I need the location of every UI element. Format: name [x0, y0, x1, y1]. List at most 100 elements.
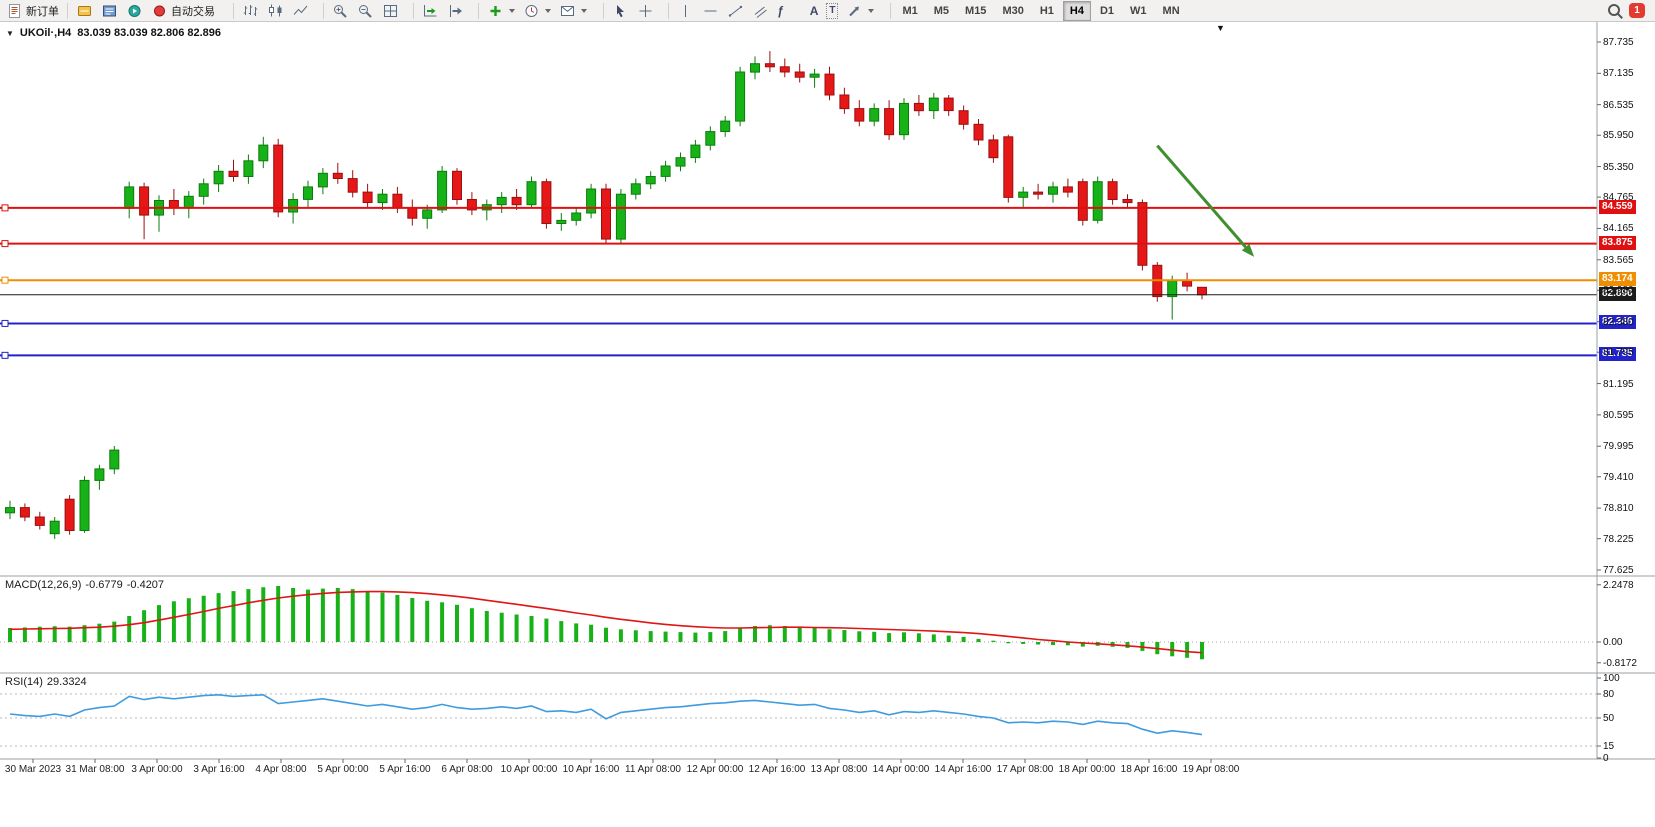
time-axis-label: 13 Apr 08:00: [810, 764, 868, 775]
toolbar-right-group: 1: [1607, 3, 1653, 18]
timeframe-button-m15[interactable]: M15: [958, 1, 993, 21]
time-axis-label: 3 Apr 16:00: [193, 764, 245, 775]
time-axis-label: 19 Apr 08:00: [1182, 764, 1240, 775]
time-axis-label: 6 Apr 08:00: [441, 764, 493, 775]
timeframe-button-mn[interactable]: MN: [1156, 1, 1187, 21]
line-chart-icon: [293, 5, 308, 15]
ohlc-values: 83.039 83.039 82.806 82.896: [77, 27, 222, 39]
timeframe-button-h4[interactable]: H4: [1062, 0, 1091, 21]
metaeditor-button[interactable]: [72, 1, 97, 21]
crosshair-icon: [639, 4, 652, 17]
price-tag-81.735: 81.735: [1599, 347, 1636, 362]
time-axis-label: 14 Apr 00:00: [872, 764, 930, 775]
line-handle[interactable]: [1, 319, 9, 327]
timeframe-button-m1[interactable]: M1: [895, 1, 924, 21]
timeframe-button-h1[interactable]: H1: [1033, 1, 1061, 21]
strategy-tester-button[interactable]: [122, 1, 147, 21]
trendline-button[interactable]: [723, 1, 748, 21]
chart-shift-icon: [450, 4, 462, 17]
rsi-axis-label: 15: [1603, 741, 1615, 752]
toolbar-separator: [323, 2, 324, 19]
cursor-button[interactable]: [608, 1, 633, 21]
candlestick-series: [5, 51, 1207, 539]
macd-name: MACD(12,26,9): [5, 579, 82, 591]
chart-overlay: ▼ UKOil·,H4 83.039 83.039 82.806 82.896 …: [0, 22, 1655, 827]
toolbar-separator: [668, 2, 669, 19]
chart-shift-button[interactable]: [443, 1, 468, 21]
timeframe-button-m30[interactable]: M30: [995, 1, 1030, 21]
tile-windows-button[interactable]: [378, 1, 403, 21]
shapes-button[interactable]: [842, 1, 878, 21]
text-tool-icon: A: [809, 3, 819, 18]
chart-canvas: [0, 22, 1655, 763]
line-handle[interactable]: [1, 276, 9, 284]
candlestick-chart-icon: [269, 4, 282, 16]
symbol-dropdown-icon[interactable]: ▼: [6, 28, 14, 38]
toolbar-separator: [67, 2, 68, 19]
toolbar-separator: [233, 2, 234, 19]
new-order-button[interactable]: 新订单: [2, 1, 63, 21]
line-handle[interactable]: [1, 240, 9, 248]
time-axis-label: 14 Apr 16:00: [934, 764, 992, 775]
timeframe-button-w1[interactable]: W1: [1123, 1, 1154, 21]
timeframe-button-m5[interactable]: M5: [927, 1, 956, 21]
tile-windows-icon: [384, 4, 397, 17]
macd-axis-label: 2.2478: [1603, 579, 1634, 591]
zoom-out-button[interactable]: [353, 1, 378, 21]
terminal-icon: [103, 5, 116, 16]
horizontal-line-icon: [704, 10, 717, 11]
scroll-to-end-marker[interactable]: ▼: [1216, 23, 1225, 33]
timeframe-button-d1[interactable]: D1: [1093, 1, 1121, 21]
channel-button[interactable]: [748, 1, 773, 21]
text-label-button[interactable]: T: [822, 1, 842, 21]
toolbar-separator: [890, 2, 892, 19]
time-axis-label: 18 Apr 16:00: [1120, 764, 1178, 775]
fibonacci-button[interactable]: ƒ: [773, 1, 788, 21]
line-handle[interactable]: [1, 204, 9, 212]
time-axis-label: 30 Mar 2023: [4, 764, 62, 775]
template-button[interactable]: [555, 1, 591, 21]
price-tag-83.174: 83.174: [1599, 272, 1636, 287]
time-axis-label: 4 Apr 08:00: [255, 764, 307, 775]
chart-title: ▼ UKOil·,H4 83.039 83.039 82.806 82.896: [6, 27, 221, 39]
crosshair-button[interactable]: [633, 1, 658, 21]
add-indicator-button[interactable]: [483, 1, 519, 21]
zoom-in-button[interactable]: [328, 1, 353, 21]
down-arrow-annotation[interactable]: [1156, 144, 1247, 249]
symbol-timeframe-label: UKOil·,H4: [19, 27, 72, 39]
line-chart-button[interactable]: [288, 1, 313, 21]
time-axis-label: 31 Mar 08:00: [65, 764, 125, 775]
terminal-button[interactable]: [97, 1, 122, 21]
horizontal-line-button[interactable]: [698, 1, 723, 21]
text-tool-button[interactable]: A: [806, 1, 823, 21]
fibonacci-icon: ƒ: [777, 3, 784, 18]
rsi-name: RSI(14): [5, 676, 43, 688]
price-axis-label: 79.995: [1603, 441, 1634, 453]
arrow-shape-icon: [849, 6, 860, 16]
toolbar-separator: [413, 2, 414, 19]
price-axis-label: 80.595: [1603, 409, 1634, 421]
auto-scroll-icon: [424, 4, 437, 16]
notification-badge[interactable]: 1: [1629, 3, 1645, 18]
macd-histogram: [8, 586, 1204, 660]
auto-scroll-button[interactable]: [418, 1, 443, 21]
text-label-icon: T: [826, 2, 839, 19]
vertical-line-button[interactable]: [673, 1, 698, 21]
rsi-line: [9, 693, 1203, 736]
candlestick-chart-button[interactable]: [263, 1, 288, 21]
bar-chart-icon: [243, 4, 258, 16]
price-axis-label: 81.795: [1603, 347, 1634, 359]
line-handle[interactable]: [1, 351, 9, 359]
price-axis-label: 77.625: [1603, 565, 1634, 576]
bar-chart-button[interactable]: [238, 1, 263, 21]
rsi-axis-label: 50: [1603, 713, 1615, 724]
search-icon[interactable]: [1607, 3, 1622, 18]
autotrading-button[interactable]: 自动交易: [147, 1, 219, 21]
price-axis-label: 81.195: [1603, 378, 1634, 390]
trendline-icon: [728, 5, 743, 17]
price-axis-label: 87.135: [1603, 68, 1634, 80]
time-axis-label: 18 Apr 00:00: [1058, 764, 1116, 775]
chart-window[interactable]: ▼ UKOil·,H4 83.039 83.039 82.806 82.896 …: [0, 22, 1655, 827]
period-button[interactable]: [519, 1, 555, 21]
strategy-tester-icon: [128, 4, 141, 17]
